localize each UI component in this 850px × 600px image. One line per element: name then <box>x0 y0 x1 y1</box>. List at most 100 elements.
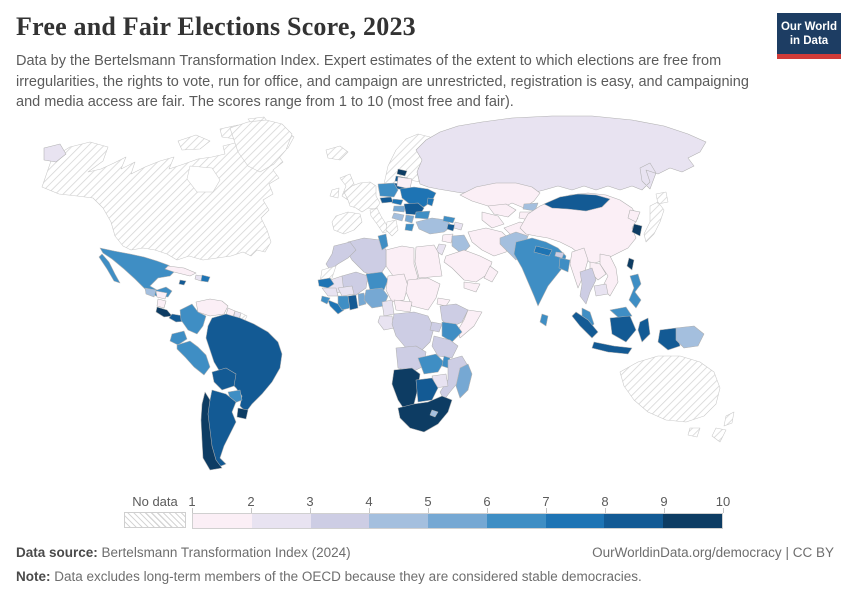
region-albania-north-macedonia[interactable] <box>404 223 415 232</box>
region-estonia[interactable] <box>396 168 408 177</box>
region-chukotka[interactable] <box>43 143 67 163</box>
region-hungary[interactable] <box>392 205 407 213</box>
region-jordan[interactable] <box>435 243 447 256</box>
region-serbia[interactable] <box>404 214 415 224</box>
region-brazil[interactable] <box>205 313 283 413</box>
region-moldova[interactable] <box>426 197 435 207</box>
region-canada-usa[interactable] <box>41 126 295 261</box>
region-bhutan[interactable] <box>554 251 565 259</box>
region-croatia-bosnia[interactable] <box>391 212 405 222</box>
region-oman[interactable] <box>483 265 499 283</box>
region-uruguay[interactable] <box>236 407 249 420</box>
region-dominican-republic[interactable] <box>200 274 211 283</box>
region-ecuador[interactable] <box>169 330 188 346</box>
region-egypt[interactable] <box>414 244 443 279</box>
region-iran[interactable] <box>467 227 511 257</box>
region-yemen[interactable] <box>463 281 481 293</box>
region-colombia[interactable] <box>179 303 207 335</box>
region-uzbekistan[interactable] <box>487 203 517 218</box>
legend-bin[interactable] <box>310 514 370 528</box>
region-burkina-faso[interactable] <box>337 285 355 297</box>
region-sierra-leone[interactable] <box>320 295 331 305</box>
region-guinea[interactable] <box>321 287 339 297</box>
region-greece[interactable] <box>385 219 399 237</box>
region-new-zealand[interactable] <box>711 411 735 443</box>
region-iraq[interactable] <box>451 234 471 255</box>
region-japan[interactable] <box>643 191 669 243</box>
legend-bin[interactable] <box>193 514 252 528</box>
region-north-korea[interactable] <box>627 209 641 223</box>
region-senegal[interactable] <box>317 277 335 289</box>
legend-no-data-swatch[interactable] <box>124 512 186 528</box>
region-bulgaria[interactable] <box>414 210 431 220</box>
region-indonesia[interactable] <box>571 311 681 355</box>
region-chad[interactable] <box>385 273 409 303</box>
region-czechia[interactable] <box>379 196 394 204</box>
region-uganda[interactable] <box>429 321 443 333</box>
region-ivory-coast[interactable] <box>337 295 351 311</box>
region-chile[interactable] <box>200 391 223 471</box>
legend-bin[interactable] <box>428 514 487 528</box>
region-india[interactable] <box>513 237 567 307</box>
legend-bin[interactable] <box>251 514 311 528</box>
region-cameroon[interactable] <box>381 299 395 317</box>
region-sri-lanka[interactable] <box>539 313 549 327</box>
region-nicaragua[interactable] <box>156 298 167 309</box>
region-jamaica[interactable] <box>178 279 187 286</box>
region-somalia[interactable] <box>457 309 483 339</box>
region-costa-rica[interactable] <box>155 306 173 318</box>
region-mexico[interactable] <box>98 247 177 298</box>
region-madagascar[interactable] <box>455 363 473 399</box>
region-guatemala[interactable] <box>144 287 157 298</box>
owid-logo[interactable]: Our World in Data <box>777 13 841 59</box>
region-mongolia[interactable] <box>543 193 611 212</box>
region-bangladesh[interactable] <box>558 257 571 273</box>
region-russia[interactable] <box>415 115 707 194</box>
legend-bin[interactable] <box>545 514 605 528</box>
region-armenia[interactable] <box>446 223 456 232</box>
region-botswana[interactable] <box>415 377 439 403</box>
region-bolivia[interactable] <box>211 367 237 391</box>
owid-link[interactable]: OurWorldinData.org/democracy <box>592 545 782 560</box>
region-iceland[interactable] <box>325 145 349 161</box>
region-drc[interactable] <box>391 311 435 353</box>
region-morocco[interactable] <box>325 241 357 271</box>
legend-bin[interactable] <box>486 514 546 528</box>
region-syria[interactable] <box>441 233 454 244</box>
region-kenya[interactable] <box>441 321 463 343</box>
region-thailand[interactable] <box>579 267 597 305</box>
region-togo-benin[interactable] <box>357 292 367 307</box>
region-saudi-arabia[interactable] <box>443 249 493 283</box>
region-papua-new-guinea[interactable] <box>675 325 705 349</box>
region-georgia[interactable] <box>442 215 456 224</box>
region-poland[interactable] <box>377 182 399 198</box>
region-turkmenistan[interactable] <box>481 211 505 229</box>
region-philippines[interactable] <box>628 273 642 309</box>
region-nepal[interactable] <box>533 245 553 257</box>
region-tanzania[interactable] <box>431 335 459 359</box>
legend-bin[interactable] <box>604 514 664 528</box>
region-gabon-congo[interactable] <box>377 315 395 331</box>
license-link[interactable]: CC BY <box>792 545 834 560</box>
region-ethiopia[interactable] <box>439 303 469 329</box>
region-slovakia[interactable] <box>391 198 404 206</box>
region-niger[interactable] <box>365 271 389 291</box>
region-south-korea[interactable] <box>631 223 643 237</box>
legend-bin[interactable] <box>369 514 429 528</box>
region-azerbaijan[interactable] <box>453 221 464 231</box>
region-zambia[interactable] <box>417 353 445 375</box>
region-venezuela[interactable] <box>195 298 229 317</box>
region-liberia[interactable] <box>327 299 345 315</box>
legend-bin[interactable] <box>663 514 723 528</box>
region-cuba[interactable] <box>164 265 197 277</box>
region-western-sahara[interactable] <box>319 265 337 283</box>
region-lesotho[interactable] <box>429 409 439 418</box>
region-myanmar[interactable] <box>569 247 589 289</box>
region-australia[interactable] <box>619 355 721 438</box>
region-sudan[interactable] <box>405 277 441 311</box>
region-libya[interactable] <box>385 245 419 285</box>
region-peru[interactable] <box>176 340 211 376</box>
region-greenland[interactable] <box>229 119 293 173</box>
region-central-african-republic[interactable] <box>393 299 413 313</box>
region-south-africa[interactable] <box>397 395 453 433</box>
